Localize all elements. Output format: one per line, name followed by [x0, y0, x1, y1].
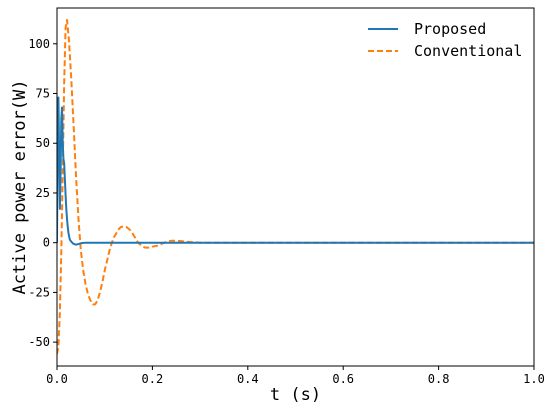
y-tick-label: 50: [36, 136, 50, 150]
legend: Proposed Conventional: [368, 20, 522, 60]
y-tick-label: 75: [36, 87, 50, 101]
legend-label-conventional: Conventional: [414, 42, 522, 60]
y-tick-label: 0: [43, 236, 50, 250]
x-tick-label: 0.2: [142, 372, 164, 386]
series-line-proposed: [57, 96, 534, 246]
x-tick-label: 0.8: [428, 372, 450, 386]
x-axis-label: t (s): [270, 385, 321, 405]
x-tick-label: 0.0: [46, 372, 68, 386]
ticks-layer: 0.0 0.2 0.4 0.6 0.8 1.0 -50 -25 0 25 50 75 100: [28, 37, 545, 386]
x-tick-label: 0.6: [332, 372, 354, 386]
y-tick-label: 25: [36, 186, 50, 200]
x-tick-label: 1.0: [523, 372, 545, 386]
y-tick-label: -25: [28, 285, 50, 299]
legend-label-proposed: Proposed: [414, 20, 486, 38]
series-layer: [57, 18, 534, 355]
series-line-conventional: [57, 18, 534, 355]
x-tick-label: 0.4: [237, 372, 259, 386]
y-axis-label: Active power error(W): [10, 80, 30, 295]
plot-frame: [56, 7, 535, 367]
y-tick-label: 100: [28, 37, 50, 51]
y-tick-label: -50: [28, 335, 50, 349]
